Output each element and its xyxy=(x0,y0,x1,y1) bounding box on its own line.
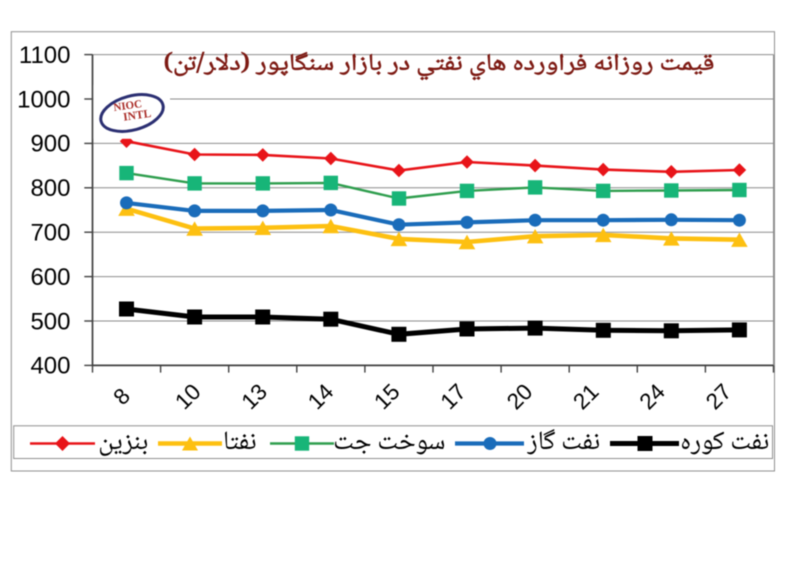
svg-text:400: 400 xyxy=(30,353,70,380)
svg-text:1000: 1000 xyxy=(17,86,70,113)
svg-text:600: 600 xyxy=(30,264,70,291)
svg-text:800: 800 xyxy=(30,175,70,202)
svg-text:INTL: INTL xyxy=(122,108,152,124)
svg-text:1100: 1100 xyxy=(19,42,71,69)
svg-text:NIOC: NIOC xyxy=(113,98,143,114)
svg-text:900: 900 xyxy=(30,131,70,158)
svg-text:500: 500 xyxy=(30,308,70,335)
svg-text:700: 700 xyxy=(30,220,70,247)
